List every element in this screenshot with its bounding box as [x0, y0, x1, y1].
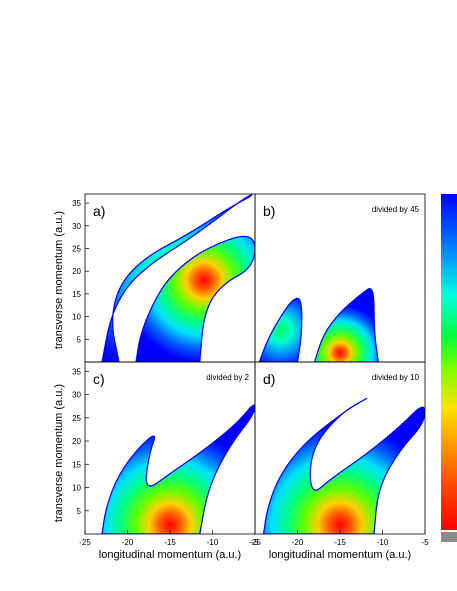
panel-4-label: d) — [263, 371, 275, 387]
panel-3: c) divided by 2 5 10 15 20 25 30 35 -25 -20 -15 -10 -… — [72, 361, 259, 547]
panel-1-label: a) — [93, 203, 105, 219]
y-tick-label: 5 — [77, 507, 82, 516]
y-tick-label: 25 — [72, 414, 81, 423]
x-tick-label: -5 — [251, 538, 259, 547]
panel-2: b) divided by 45 — [254, 193, 426, 363]
y-tick-label: 20 — [72, 437, 81, 446]
y-tick-label: 35 — [72, 367, 81, 376]
panel-2-distribution — [258, 288, 379, 362]
panel-4-note: divided by 10 — [372, 373, 420, 382]
x-tick-label: -10 — [207, 538, 219, 547]
colorbar — [441, 194, 457, 542]
x-tick-label: -25 — [79, 538, 91, 547]
panel-4-distribution — [262, 397, 425, 534]
x-tick-label: -10 — [377, 538, 389, 547]
y-tick-label: 35 — [72, 199, 81, 208]
panel-4-v-lobe — [262, 397, 425, 534]
panel-1-upper-branch — [101, 194, 253, 362]
x-tick-label: -15 — [164, 538, 176, 547]
y-tick-label: 25 — [72, 244, 81, 253]
y-tick-label: 10 — [72, 313, 81, 322]
colorbar-fill — [441, 194, 457, 530]
y-tick-label: 30 — [72, 391, 81, 400]
panel-2-right-lobe — [313, 288, 379, 362]
panel-1-distribution — [101, 194, 255, 362]
x-tick-label: -5 — [421, 538, 429, 547]
panel-2-note: divided by 45 — [372, 205, 420, 214]
x-tick-label: -15 — [334, 538, 346, 547]
x-axis-label-right: longitudinal momentum (a.u.) — [269, 549, 411, 561]
x-axis-label-left: longitudinal momentum (a.u.) — [99, 549, 241, 561]
y-tick-label: 30 — [72, 222, 81, 231]
panel-4: d) divided by 10 -25 -20 -15 -10 -5 — [249, 361, 429, 547]
y-tick-label: 20 — [72, 267, 81, 276]
y-tick-label: 5 — [77, 335, 82, 344]
panel-1-lower-branch — [135, 235, 255, 362]
y-tick-label: 15 — [72, 290, 81, 299]
panel-3-note: divided by 2 — [206, 373, 249, 382]
x-tick-label: -20 — [122, 538, 134, 547]
panel-2-label: b) — [263, 203, 275, 219]
x-tick-label: -25 — [249, 538, 261, 547]
x-tick-label: -20 — [292, 538, 304, 547]
y-axis-label-bottom: transverse momentum (a.u.) — [53, 384, 65, 522]
y-tick-label: 15 — [72, 460, 81, 469]
panel-3-distribution — [101, 404, 255, 534]
panel-3-v-lobe — [101, 404, 255, 534]
colorbar-underflow — [441, 532, 457, 542]
panel-3-label: c) — [93, 371, 105, 387]
panel-1: a) 5 10 15 20 25 30 35 — [72, 193, 256, 363]
panel-2-left-lobe — [258, 297, 303, 362]
y-axis-label-top: transverse momentum (a.u.) — [53, 211, 65, 349]
y-tick-label: 10 — [72, 484, 81, 493]
